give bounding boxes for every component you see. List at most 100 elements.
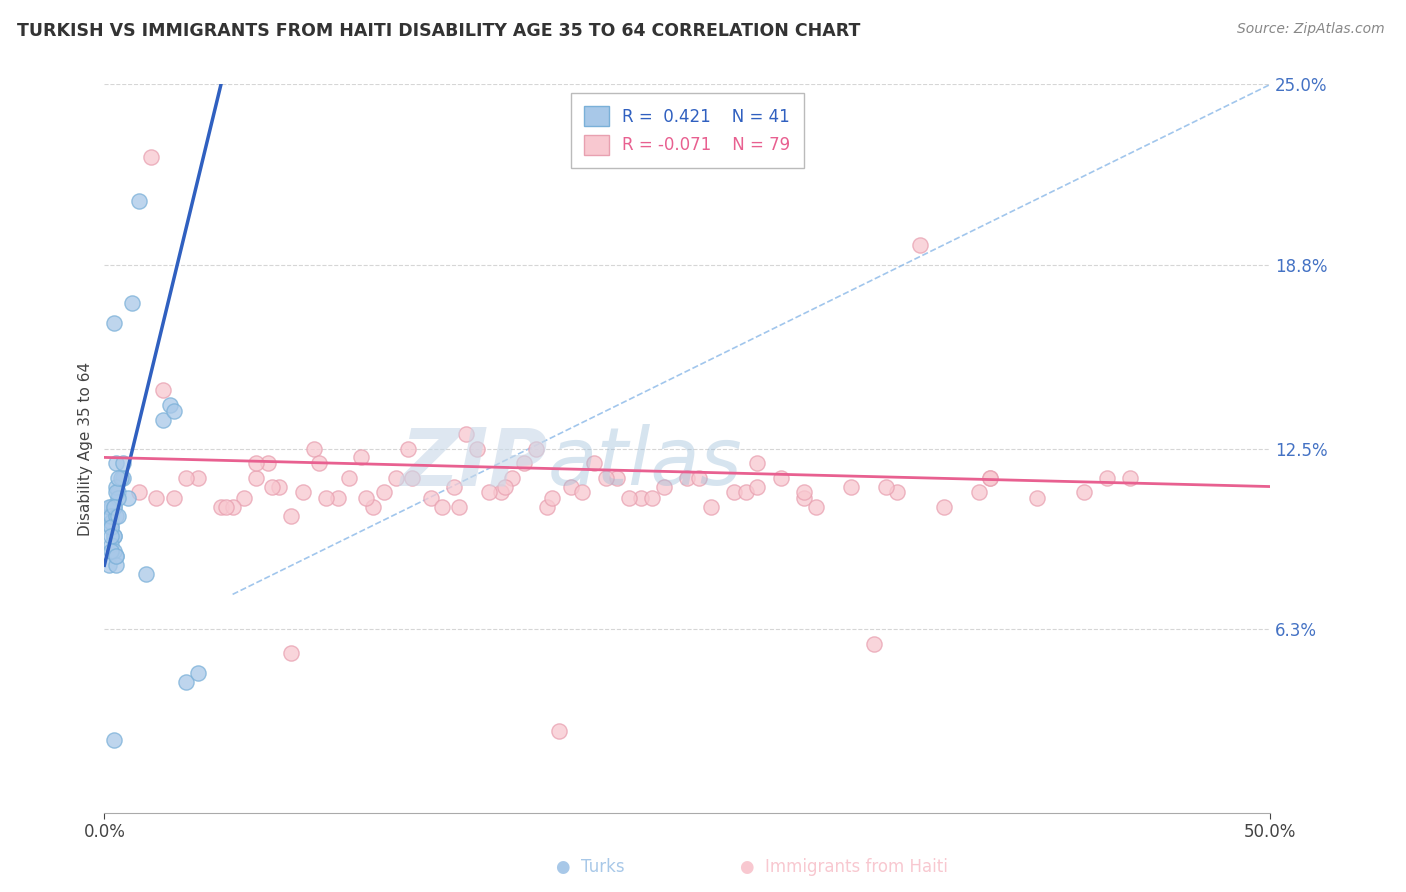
Point [1095,471,1118,485]
Point [302,442,325,456]
Point [245,471,267,485]
Point [128,194,150,208]
Point [103,529,125,543]
Point [1119,471,1142,485]
Point [174,674,197,689]
Point [419,491,441,506]
Point [804,500,827,514]
Point [105,549,128,564]
Point [571,485,593,500]
Point [103,500,125,514]
Point [478,485,501,500]
Point [979,471,1001,485]
Point [152,384,174,398]
Point [396,442,419,456]
Legend: R =  0.421    N = 41, R = -0.071    N = 79: R = 0.421 N = 41, R = -0.071 N = 79 [571,93,804,169]
Point [1073,485,1095,500]
Point [699,500,721,514]
Point [793,485,815,500]
Point [494,479,516,493]
Point [932,500,955,514]
Point [536,500,558,514]
Point [100,515,122,529]
Point [454,427,477,442]
Point [105,485,128,500]
Point [630,491,652,506]
Point [139,150,162,164]
Point [583,456,606,470]
Point [103,317,125,331]
Point [107,485,129,500]
Point [112,471,135,485]
Point [145,491,167,506]
Point [291,485,314,500]
Point [280,646,302,660]
Point [886,485,908,500]
Text: Source: ZipAtlas.com: Source: ZipAtlas.com [1237,22,1385,37]
Point [793,491,815,506]
Point [107,471,129,485]
Point [105,456,128,470]
Point [315,491,337,506]
Point [385,471,408,485]
Point [100,529,122,543]
Point [337,471,360,485]
Point [105,508,128,523]
Point [447,500,470,514]
Point [734,485,756,500]
Point [641,491,664,506]
Point [105,558,128,573]
Point [174,471,197,485]
Point [489,485,512,500]
Point [443,479,465,493]
Text: atlas: atlas [547,425,742,502]
Point [262,479,284,493]
Point [214,500,236,514]
Point [308,456,330,470]
Point [110,471,132,485]
Point [103,733,125,747]
Point [187,666,209,681]
Point [159,398,181,412]
Point [361,500,384,514]
Point [595,471,617,485]
Point [103,500,125,514]
Point [107,508,129,523]
Point [121,296,143,310]
Point [98,558,121,573]
Point [373,485,395,500]
Text: ZIP: ZIP [401,425,547,502]
Point [875,479,897,493]
Point [769,471,792,485]
Point [560,479,582,493]
Point [107,491,129,506]
Text: ●  Immigrants from Haiti: ● Immigrants from Haiti [740,858,948,876]
Point [676,471,699,485]
Point [541,491,564,506]
Point [100,500,122,514]
Point [401,471,423,485]
Point [747,479,769,493]
Point [606,471,628,485]
Point [910,237,932,252]
Point [105,479,128,493]
Point [354,491,377,506]
Point [103,529,125,543]
Point [135,566,157,581]
Point [163,491,186,506]
Point [245,456,267,470]
Point [326,491,349,506]
Point [105,549,128,564]
Point [112,456,135,470]
Point [863,637,886,651]
Point [187,471,209,485]
Point [256,456,278,470]
Text: ●  Turks: ● Turks [557,858,624,876]
Point [100,508,122,523]
Point [98,508,121,523]
Point [233,491,256,506]
Point [221,500,243,514]
Point [100,520,122,534]
Point [103,543,125,558]
Y-axis label: Disability Age 35 to 64: Disability Age 35 to 64 [79,361,93,536]
